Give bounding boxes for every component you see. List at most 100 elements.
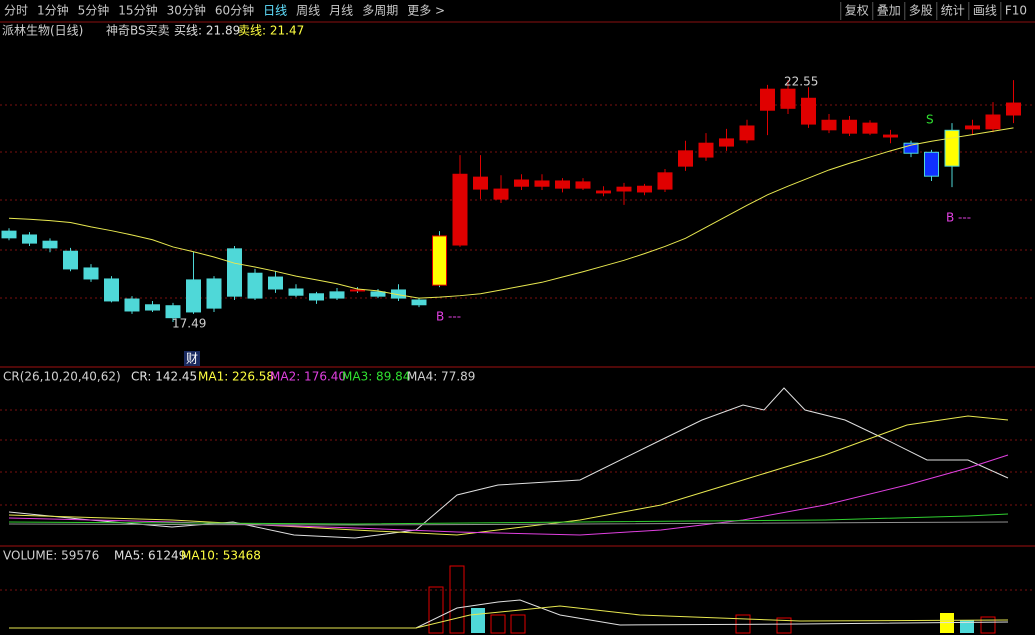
candle-body [739,125,755,141]
volume-ma5: MA5: 61249 [114,549,186,563]
candle-body [493,188,509,200]
candle-body [616,186,632,192]
candle-body [268,276,283,290]
period-tab[interactable]: 日线 [263,4,287,18]
candle-body [780,88,796,109]
sell-signal: S [926,113,934,127]
period-tab[interactable]: 更多 > [407,4,445,18]
volume-bar [449,565,465,634]
cr-ma3-line [8,513,1009,525]
volume-bar [471,608,485,633]
cr-ma3: MA3: 89.84 [342,370,410,384]
candle-body [391,289,406,299]
candle-body [452,173,468,246]
candle-body [206,278,222,309]
buy-signal: B --- [946,211,971,225]
volume-name: VOLUME: 59576 [3,549,99,563]
cr-ma2-line [8,454,1009,536]
volume-ma10: MA10: 53468 [181,549,261,563]
finance-badge[interactable] [184,351,200,366]
tool-button[interactable]: 复权 [845,4,869,18]
cr-ma2: MA2: 176.40 [270,370,346,384]
period-tab[interactable]: 60分钟 [215,3,254,18]
candle-body [985,114,1001,130]
period-tab[interactable]: 30分钟 [167,3,206,18]
candle-body [555,180,570,189]
cr-lines [8,387,1009,539]
candle-body [288,288,304,296]
candle-body [575,181,591,189]
volume-ma10-line [9,605,1009,629]
candle-body [801,97,816,125]
candle-body [165,305,181,319]
candle-body [247,272,263,299]
candle-body [145,304,160,311]
tool-button[interactable]: F10 [1005,4,1027,18]
candle-body [83,267,99,280]
candle-body [657,172,673,190]
candle-body [350,289,365,292]
cr-ma1-line [8,415,1009,536]
candle-body [821,119,837,131]
volume-bar [428,586,444,634]
period-tab[interactable]: 周线 [296,4,320,18]
candle-body [596,190,611,194]
candle-body [924,151,939,177]
candle-body [411,299,427,306]
volume-bar [490,614,506,634]
volume-ma5-line [9,599,1009,629]
candle-body [432,235,447,286]
grid [0,104,1035,591]
candle-body [1006,102,1021,116]
toolbar [0,0,1035,22]
period-tab[interactable]: 5分钟 [78,3,110,18]
finance-mark[interactable]: 财 [186,352,198,366]
candle-body [370,291,386,297]
period-tab[interactable]: 多周期 [362,4,398,18]
cr-ma4-line [8,521,1009,526]
tool-button[interactable]: 画线 [973,4,997,18]
cr-ma1: MA1: 226.58 [198,370,274,384]
candle-body [473,176,488,190]
volume-bar [776,617,792,634]
tool-button[interactable]: 统计 [941,4,965,18]
low-label: 17.49 [172,317,206,331]
candle-body [862,122,878,134]
period-tab[interactable]: 1分钟 [37,3,69,18]
candle-body [678,150,693,167]
volume-bar [510,614,526,634]
cr-value: CR: 142.45 [131,370,197,384]
candle-body [124,298,140,312]
tool-button[interactable]: 叠加 [877,4,901,18]
buy-signal: B --- [436,310,461,324]
candle-body [903,142,919,154]
stock-title: 派林生物(日线) [2,24,83,38]
candle-body [514,179,529,187]
sell-line: 卖线: 21.47 [238,24,304,38]
candle-body [637,185,652,193]
cr-line [8,387,1009,539]
ma-line [8,127,1014,299]
volume-bar [960,620,974,633]
period-tab[interactable]: 月线 [329,4,353,18]
candle-body [42,240,58,249]
candle-body [965,125,980,130]
candle-body [534,180,550,187]
candle-body [883,134,898,138]
period-tab[interactable]: 分时 [4,4,28,18]
tool-button[interactable]: 多股 [909,4,933,18]
candle-body [309,293,324,301]
candle-body [22,234,37,244]
period-tab[interactable]: 15分钟 [118,3,157,18]
cr-name: CR(26,10,20,40,62) [3,370,121,384]
candle-body [719,138,734,147]
candle-body [227,248,242,297]
candle-body [104,278,119,302]
candle-body [760,88,775,111]
indicator-name: 神奇BS买卖 [106,24,170,38]
buy-line: 买线: 21.89 [174,24,240,38]
candle-body [329,291,345,299]
candle-body [1,230,17,239]
